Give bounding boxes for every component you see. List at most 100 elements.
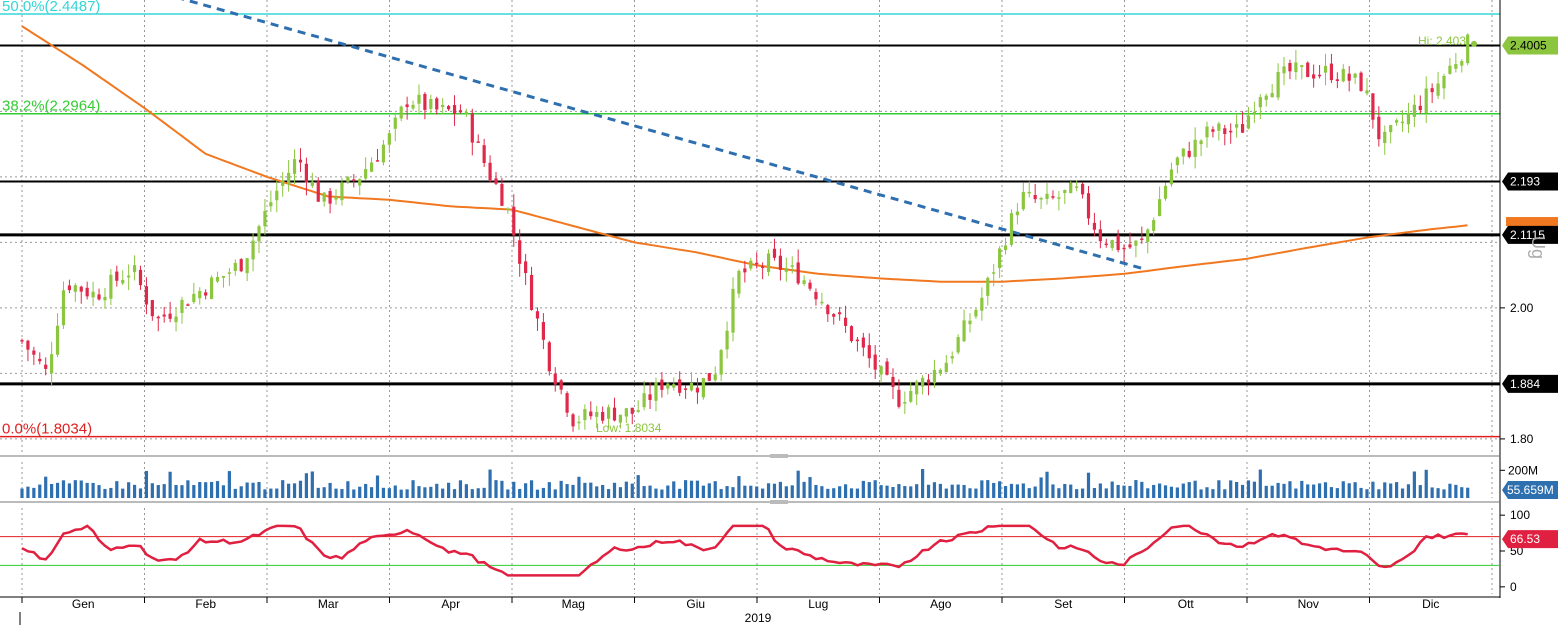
volume-axis-label: 200M (1508, 463, 1538, 477)
candle-body (725, 330, 729, 350)
volume-bar (820, 486, 824, 498)
volume-bar (186, 480, 190, 498)
candle-body (1442, 75, 1446, 89)
volume-bar (61, 480, 66, 498)
volume-bar (221, 485, 226, 498)
volume-bar (150, 483, 154, 498)
candle-body (950, 356, 954, 359)
volume-bar (1181, 483, 1185, 498)
volume-bar (144, 470, 149, 498)
candle-body (1003, 245, 1008, 251)
volume-bar (1294, 488, 1298, 498)
candle-body (500, 183, 504, 206)
volume-bar (375, 475, 380, 498)
candle-body (1063, 189, 1067, 194)
candle-body (838, 312, 842, 315)
candle-body (1116, 235, 1120, 251)
volume-bar (1158, 483, 1162, 498)
volume-bar (672, 481, 676, 498)
volume-bar (867, 482, 871, 498)
candle-body (97, 294, 101, 300)
candle-body (369, 162, 374, 172)
candle-body (1341, 68, 1345, 82)
volume-bar (778, 481, 782, 498)
volume-bar (577, 476, 581, 498)
candle-body (162, 314, 166, 317)
volume-bar (1436, 488, 1440, 498)
volume-bar (1442, 489, 1446, 498)
candle-body (1460, 61, 1464, 66)
candle-body (547, 342, 551, 372)
volume-bar (921, 469, 925, 498)
volume-bar (352, 489, 356, 498)
candle-body (1430, 88, 1434, 93)
candle-body (553, 373, 557, 385)
volume-bar (1051, 484, 1055, 498)
candle-body (423, 93, 427, 110)
volume-bar (304, 473, 308, 498)
candle-body (968, 320, 972, 325)
volume-bar (601, 484, 605, 498)
candle-body (32, 350, 36, 355)
volume-bar (192, 485, 196, 498)
candle-body (571, 414, 575, 427)
volume-bar (292, 483, 297, 498)
candle-body (435, 98, 439, 110)
panel-resize-handle (770, 454, 788, 458)
volume-bar (1086, 472, 1091, 498)
volume-bar (1264, 485, 1268, 498)
candle-body (322, 192, 326, 202)
candle-body (1175, 157, 1179, 166)
volume-bar (849, 488, 854, 498)
low-annotation: Low: 1.8034 (596, 421, 662, 435)
volume-bar (405, 489, 409, 498)
volume-bar (180, 485, 184, 498)
volume-bar (482, 487, 486, 498)
volume-bar (1199, 489, 1203, 498)
candle-body (879, 366, 883, 375)
candle-body (488, 162, 492, 180)
volume-bar (1365, 489, 1369, 498)
candle-body (1294, 62, 1298, 73)
volume-bar (1240, 484, 1245, 498)
volume-bar (1329, 487, 1334, 498)
volume-bar (32, 487, 36, 498)
volume-bar (1134, 480, 1138, 498)
volume-bar (464, 484, 468, 498)
candle-body (986, 277, 990, 296)
candle-body (180, 299, 184, 313)
candle-body (524, 261, 528, 274)
candle-body (618, 414, 623, 423)
candle-body (204, 292, 208, 296)
candle-body (1181, 148, 1185, 157)
volume-bar (1347, 483, 1351, 498)
candle-body (1282, 66, 1286, 74)
ma-value-tag (1506, 217, 1558, 227)
candle-body (897, 389, 901, 407)
candle-body (1412, 104, 1416, 117)
level-tag-1884: 1.884 (1502, 374, 1558, 393)
volume-bar (263, 489, 267, 498)
volume-bar (1045, 471, 1049, 498)
x-axis-month-label: Lug (808, 597, 828, 611)
candle-body (1406, 113, 1411, 125)
volume-bar (636, 475, 640, 498)
high-annotation: Hi: 2.403 (1418, 34, 1466, 48)
candle-body (1371, 93, 1375, 120)
candle-body (1045, 193, 1049, 199)
candle-body (1021, 191, 1025, 210)
volume-bar (441, 488, 445, 498)
candle-body (541, 322, 545, 340)
volume-bar (772, 483, 777, 498)
level-tag-2193-label: 2.193 (1510, 174, 1540, 188)
volume-bar (648, 485, 652, 498)
x-axis-month-label: Nov (1298, 597, 1319, 611)
candle-body (737, 270, 741, 294)
volume-bar (476, 488, 480, 498)
candle-body (1258, 97, 1262, 108)
volume-bar (1466, 487, 1470, 498)
candle-body (1193, 139, 1197, 157)
volume-bar (974, 488, 978, 498)
volume-bar (1163, 485, 1168, 498)
volume-bar (891, 487, 895, 498)
